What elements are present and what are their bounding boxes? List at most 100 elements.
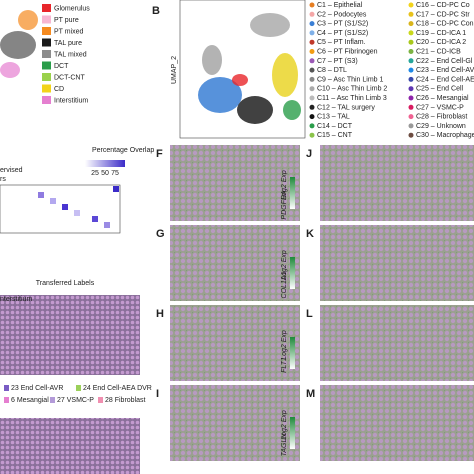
legend-dot <box>309 21 315 27</box>
legend-dot <box>408 95 414 101</box>
legend-dot <box>408 104 414 110</box>
colorbar-tick: 25 <box>91 170 99 177</box>
legend-swatch <box>42 38 51 47</box>
legend-label: C5 – PT Inflam. <box>317 39 366 46</box>
legend-label: C7 – PT (S3) <box>317 58 358 65</box>
legend-label: C23 – End Cell-AV <box>416 67 474 74</box>
legend-label: C8 – DTL <box>317 67 347 74</box>
tissue-image <box>320 225 474 301</box>
legend-label: Interstitium <box>54 98 88 105</box>
panel-subtitle: rs <box>0 176 6 183</box>
legend-label: C18 – CD-PC Con <box>416 21 474 28</box>
colorbar <box>290 257 295 289</box>
legend-label: CD <box>54 86 64 93</box>
legend-label: C24 – End Cell-AE <box>416 76 474 83</box>
gene-name: TAGLN <box>281 433 288 457</box>
legend-label: C12 – TAL surgery <box>317 104 375 111</box>
legend-dot <box>309 95 315 101</box>
legend-dot <box>408 58 414 64</box>
colorbar-label: Log2 Exp <box>281 410 288 440</box>
legend-dot <box>309 2 315 8</box>
panel-title: nterstitium <box>0 296 32 303</box>
legend-dot <box>309 39 315 45</box>
legend-dot <box>408 30 414 36</box>
legend-label: C13 – TAL <box>317 114 350 121</box>
axis-label: UMAP_2 <box>171 56 178 84</box>
legend-label: C6 – PT Fibrinogen <box>317 49 378 56</box>
legend-label: 28 Fibroblast <box>105 397 146 404</box>
legend-label: DCT <box>54 63 69 70</box>
legend-swatch <box>76 385 81 391</box>
colorbar-label: Log2 Exp <box>281 250 288 280</box>
tissue-image <box>320 305 474 381</box>
panel-letter: I <box>156 388 159 400</box>
tissue-image <box>320 385 474 461</box>
legend-label: PT mixed <box>54 29 84 36</box>
legend-label: C17 – CD-PC Str <box>416 11 470 18</box>
legend-dot <box>408 39 414 45</box>
legend-label: C30 – Macrophage <box>416 132 474 139</box>
legend-label: C25 – End Cell <box>416 86 464 93</box>
colorbar-tick: 50 <box>101 170 109 177</box>
gene-name: COL1A1 <box>281 271 288 298</box>
legend-label: 24 End Cell-AEA DVR <box>83 385 152 392</box>
legend-swatch <box>98 397 103 403</box>
legend-label: C26 – Mesangial <box>416 95 469 102</box>
legend-swatch <box>42 61 51 70</box>
panel-letter: B <box>152 5 160 17</box>
legend-label: C27 – VSMC-P <box>416 104 464 111</box>
tissue-image <box>170 145 300 221</box>
legend-dot <box>408 114 414 120</box>
legend-dot <box>309 58 315 64</box>
panel-letter: K <box>306 228 314 240</box>
legend-label: 23 End Cell-AVR <box>11 385 63 392</box>
tissue-image <box>170 305 300 381</box>
tissue-image <box>0 418 140 474</box>
legend-label: TAL mixed <box>54 52 87 59</box>
legend-dot <box>408 76 414 82</box>
legend-dot <box>408 132 414 138</box>
legend-label: C15 – CNT <box>317 132 353 139</box>
colorbar-label: Log2 Exp <box>281 170 288 200</box>
legend-label: C2 – Podocytes <box>317 11 367 18</box>
panel-letter: M <box>306 388 315 400</box>
legend-dot <box>309 132 315 138</box>
legend-label: PT pure <box>54 17 79 24</box>
legend-dot <box>309 49 315 54</box>
colorbar <box>290 177 295 209</box>
tissue-image <box>170 385 300 461</box>
legend-dot <box>408 49 414 54</box>
legend-label: C22 – End Cell-Gl <box>416 58 473 65</box>
legend-dot <box>309 114 315 120</box>
legend-dot <box>408 11 414 17</box>
gene-name: PDGFRA <box>281 190 288 220</box>
tissue-image <box>0 295 140 375</box>
panel-letter: H <box>156 308 164 320</box>
umap-fragment <box>0 10 38 78</box>
legend-swatch <box>42 50 51 58</box>
legend-swatch <box>50 397 55 403</box>
colorbar-label: Log2 Exp <box>281 330 288 360</box>
legend-label: C9 – Asc Thin Limb 1 <box>317 76 384 83</box>
legend-label: C19 – CD-ICA 1 <box>416 30 466 37</box>
legend-label: C14 – DCT <box>317 123 353 130</box>
panel-letter: F <box>156 148 163 160</box>
legend-dot <box>309 67 315 73</box>
panel-title: ervised <box>0 167 23 174</box>
legend-label: C16 – CD-PC Co <box>416 2 470 9</box>
axis-label: Transferred Labels <box>36 280 95 287</box>
legend-dot <box>309 76 315 82</box>
legend-swatch <box>42 4 51 12</box>
legend-swatch <box>42 96 51 104</box>
colorbar-title: Percentage Overlap <box>92 147 154 154</box>
legend-swatch <box>42 27 51 35</box>
umap-b <box>179 0 306 139</box>
legend-dot <box>408 2 414 8</box>
colorbar-tick: 75 <box>111 170 119 177</box>
legend-dot <box>408 21 414 27</box>
legend-dot <box>309 11 315 17</box>
legend-dot <box>408 123 414 129</box>
gene-name: FLT1 <box>281 357 288 373</box>
legend-label: TAL pure <box>54 40 82 47</box>
